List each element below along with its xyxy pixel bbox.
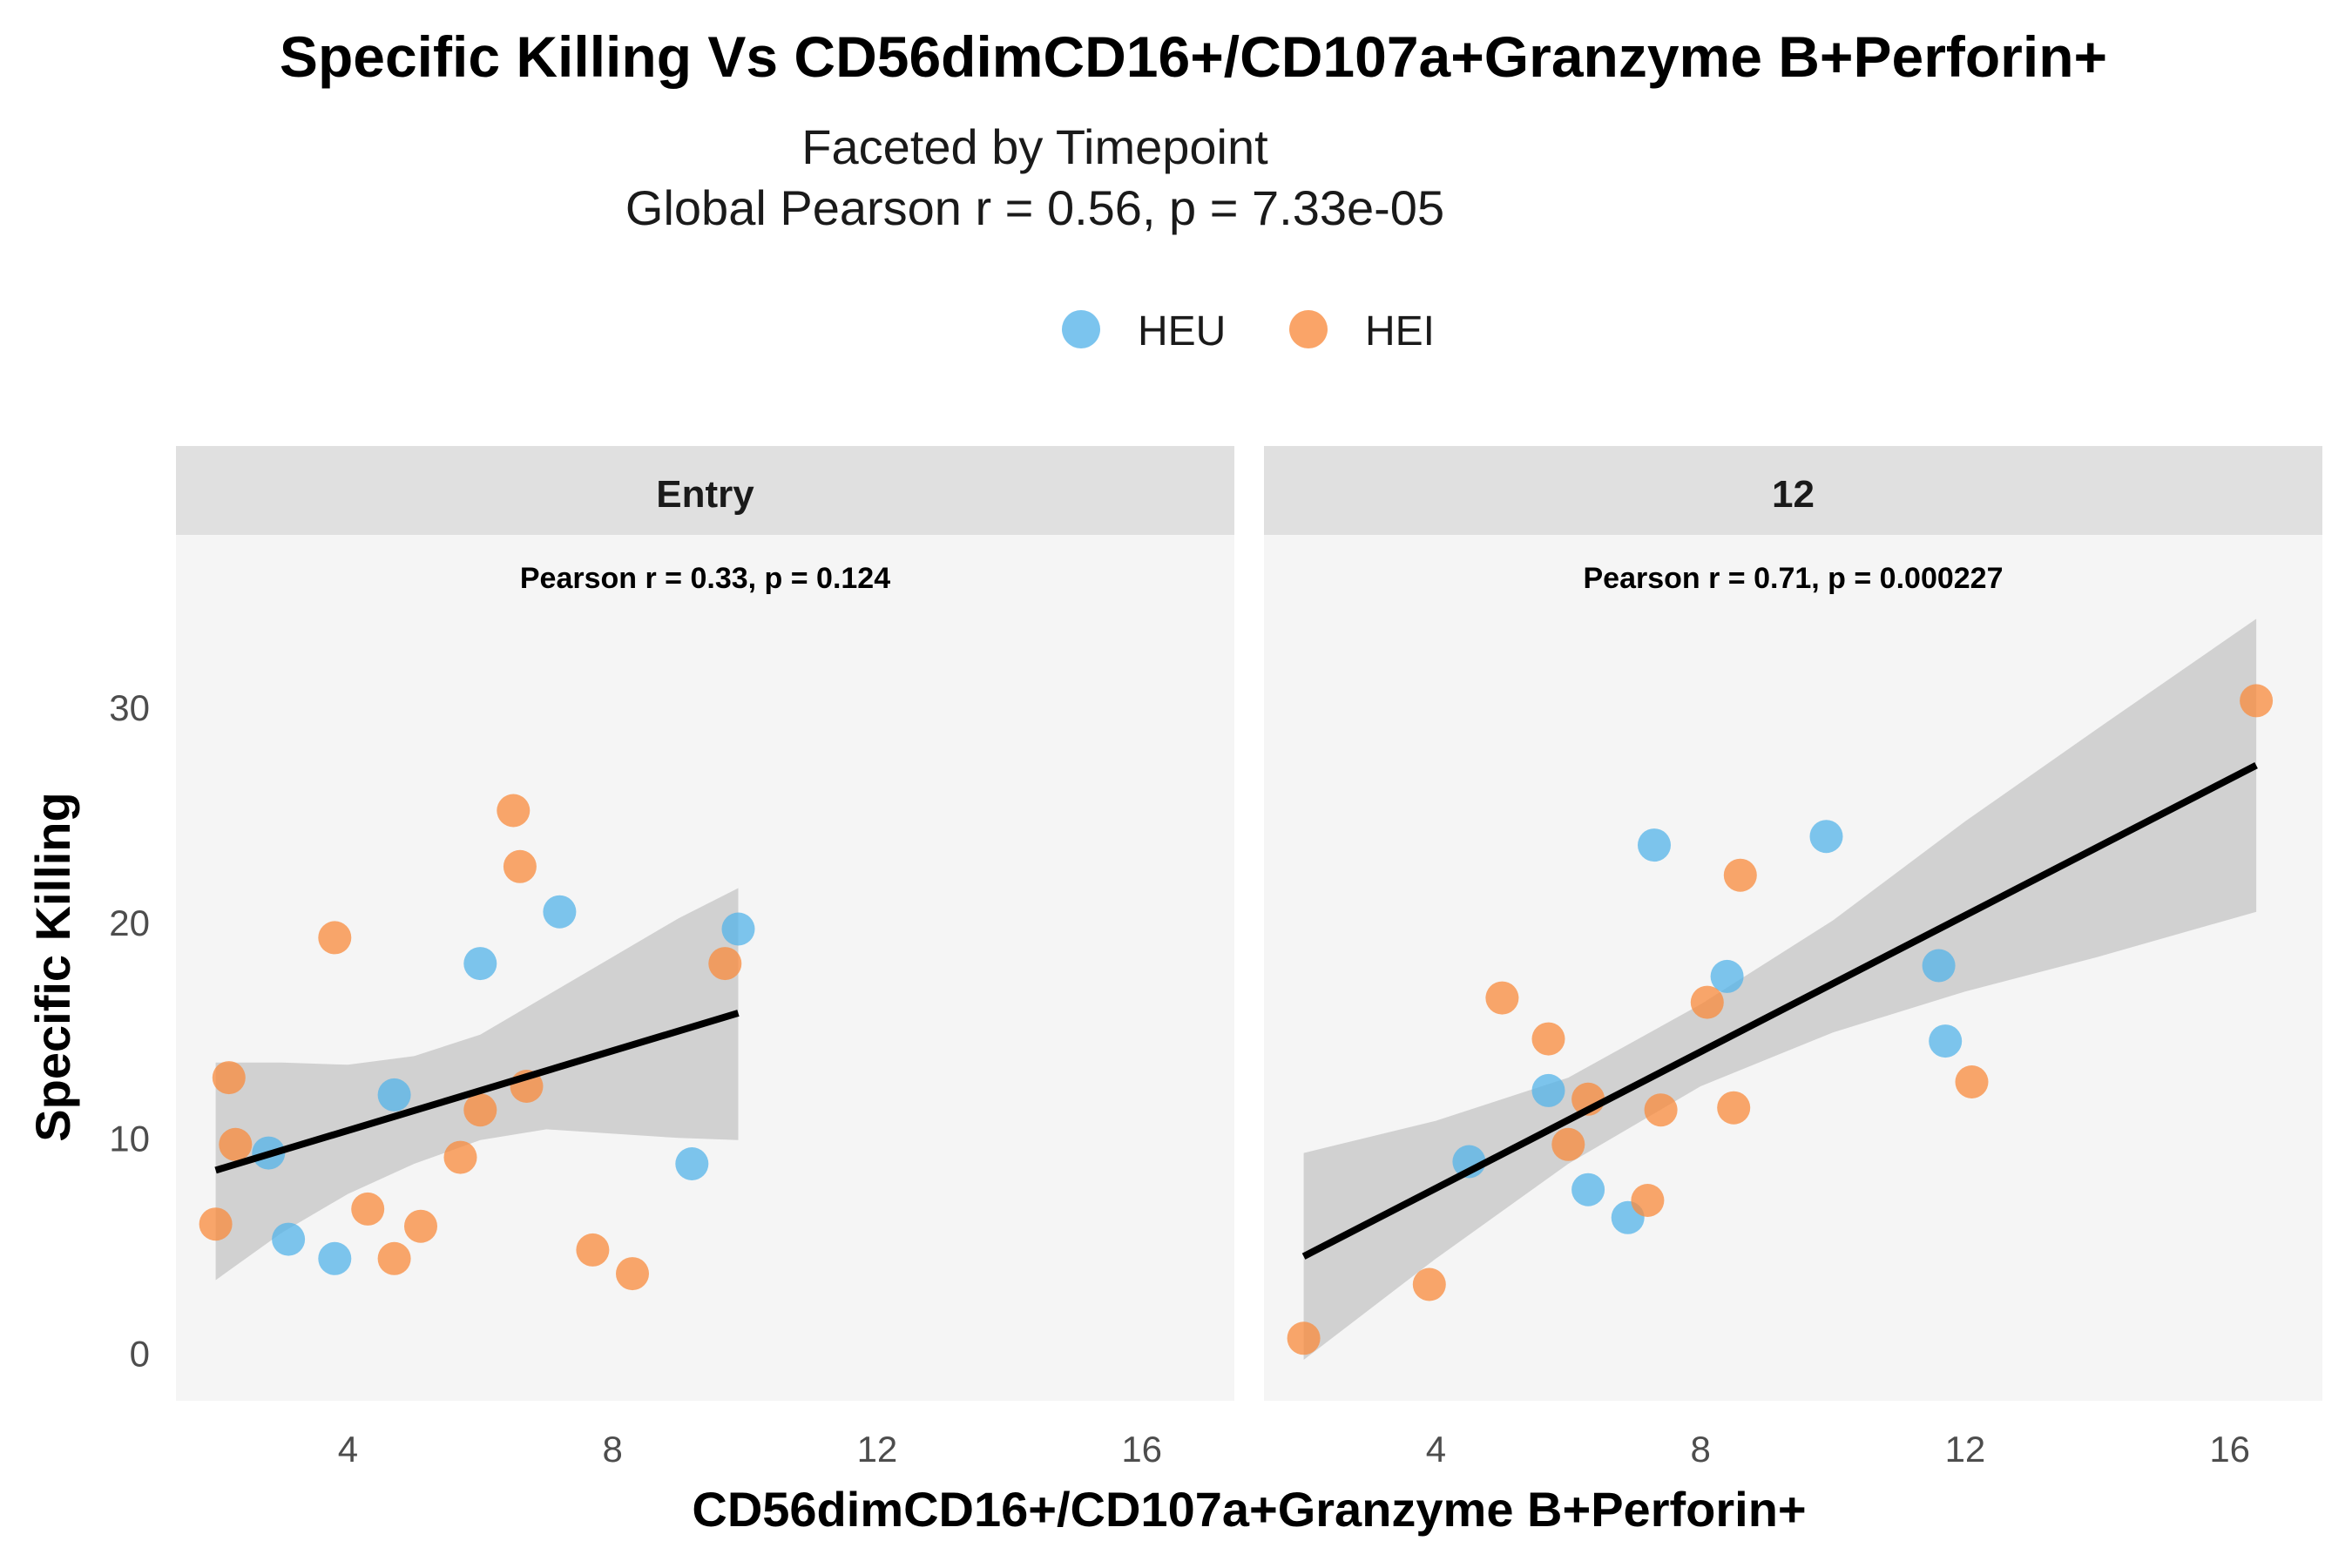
x-tick-label-12-12: 12 <box>1945 1429 1986 1470</box>
point-entry-hei-3 <box>219 1127 253 1161</box>
point-12-hei-2 <box>1412 1267 1446 1301</box>
point-12-hei-7 <box>1631 1184 1665 1217</box>
chart-title: Specific Killing Vs CD56dimCD16+/CD107a+… <box>280 24 2107 89</box>
point-12-hei-4 <box>1531 1022 1565 1056</box>
legend-label-hei: HEI <box>1365 308 1435 355</box>
point-entry-heu-8 <box>721 912 755 946</box>
point-entry-hei-5 <box>351 1192 385 1226</box>
facet-panels: Entry Pearson r = 0.33, p = 0.124 4 8 12 16 0 1… <box>109 446 2322 1470</box>
point-entry-heu-2 <box>272 1222 306 1256</box>
y-axis-title: Specific Killing <box>25 792 80 1141</box>
facet-strip-12 <box>1264 446 2322 535</box>
point-entry-heu-4 <box>377 1078 411 1112</box>
chart-subtitle-line-1: Faceted by Timepoint <box>801 119 1268 174</box>
x-tick-label-entry-12: 12 <box>857 1429 898 1470</box>
point-entry-heu-5 <box>463 947 497 981</box>
x-axis-title: CD56dimCD16+/CD107a+Granzyme B+Perforin+ <box>692 1482 1806 1537</box>
y-tick-label-20: 20 <box>109 902 150 943</box>
point-entry-heu-6 <box>543 895 577 929</box>
y-tick-label-0: 0 <box>130 1334 150 1375</box>
facet-strip-label-entry: Entry <box>656 473 754 516</box>
point-entry-hei-14 <box>616 1257 649 1291</box>
point-entry-hei-10 <box>497 794 531 828</box>
chart-subtitle-line-2: Global Pearson r = 0.56, p = 7.33e-05 <box>625 180 1444 235</box>
legend-swatch-hei <box>1289 310 1328 348</box>
x-tick-label-12-4: 4 <box>1426 1429 1446 1470</box>
point-12-heu-7 <box>1809 820 1843 854</box>
point-12-hei-5 <box>1551 1127 1585 1161</box>
point-entry-hei-8 <box>443 1140 477 1174</box>
point-12-hei-12 <box>1955 1065 1989 1098</box>
legend-label-heu: HEU <box>1138 308 1226 355</box>
point-12-hei-10 <box>1717 1091 1751 1125</box>
confidence-band-12 <box>1303 618 2257 1360</box>
facet-strip-label-12: 12 <box>1772 473 1815 516</box>
point-12-heu-5 <box>1638 828 1671 862</box>
point-12-hei-3 <box>1485 981 1519 1015</box>
confidence-band-entry <box>215 888 739 1281</box>
point-12-heu-8 <box>1922 949 1956 983</box>
facet-panel-entry: Entry Pearson r = 0.33, p = 0.124 4 8 12 16 0 1… <box>109 446 1234 1470</box>
x-tick-label-entry-4: 4 <box>338 1429 358 1470</box>
point-entry-hei-7 <box>404 1209 437 1243</box>
facet-panel-12: 12 Pearson r = 0.71, p = 0.000227 4 8 12 16 <box>1264 446 2322 1470</box>
pearson-annotation-entry: Pearson r = 0.33, p = 0.124 <box>520 562 890 595</box>
point-entry-hei-6 <box>377 1241 411 1275</box>
point-12-hei-11 <box>1723 858 1757 892</box>
point-entry-heu-3 <box>318 1241 352 1275</box>
point-12-heu-6 <box>1710 959 1744 993</box>
point-entry-hei-9 <box>463 1093 497 1127</box>
legend-swatch-heu <box>1062 310 1100 348</box>
point-12-heu-3 <box>1571 1173 1605 1206</box>
y-tick-label-30: 30 <box>109 687 150 728</box>
point-entry-hei-1 <box>199 1207 233 1241</box>
point-entry-hei-4 <box>318 921 352 955</box>
point-entry-hei-13 <box>576 1233 610 1267</box>
point-12-hei-13 <box>2240 684 2274 718</box>
point-12-hei-8 <box>1644 1093 1678 1127</box>
point-12-heu-2 <box>1531 1073 1565 1107</box>
x-tick-label-12-16: 16 <box>2209 1429 2250 1470</box>
x-tick-label-entry-8: 8 <box>603 1429 623 1470</box>
point-12-hei-1 <box>1287 1321 1321 1355</box>
point-entry-hei-11 <box>503 849 537 883</box>
legend: HEU HEI <box>1062 308 1435 355</box>
facet-strip-entry <box>176 446 1234 535</box>
y-tick-label-10: 10 <box>109 1118 150 1159</box>
regression-line-entry <box>214 1010 740 1174</box>
x-tick-label-12-8: 8 <box>1691 1429 1711 1470</box>
point-12-heu-9 <box>1929 1024 1963 1058</box>
regression-line-12 <box>1301 762 2258 1260</box>
point-entry-hei-2 <box>212 1061 246 1095</box>
point-entry-hei-15 <box>708 947 742 981</box>
point-12-hei-9 <box>1690 985 1724 1019</box>
pearson-annotation-12: Pearson r = 0.71, p = 0.000227 <box>1584 562 2004 595</box>
x-tick-label-entry-16: 16 <box>1121 1429 1162 1470</box>
point-entry-heu-7 <box>675 1147 709 1180</box>
